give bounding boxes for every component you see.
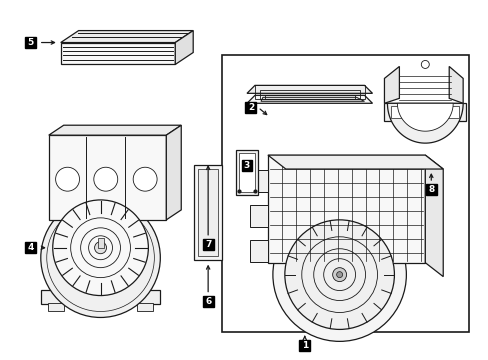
Circle shape	[133, 167, 157, 191]
Bar	[41, 289, 160, 303]
Text: 7: 7	[204, 240, 211, 249]
Polygon shape	[166, 125, 181, 220]
Bar	[260, 90, 359, 99]
Circle shape	[94, 242, 106, 254]
Text: 3: 3	[244, 161, 249, 170]
Circle shape	[53, 200, 148, 296]
Polygon shape	[267, 155, 442, 169]
Bar	[264, 95, 354, 99]
Bar	[299, 340, 309, 351]
Bar	[78, 302, 93, 311]
Circle shape	[421, 60, 428, 68]
Circle shape	[41, 198, 160, 318]
Bar	[254, 85, 364, 99]
Polygon shape	[246, 95, 372, 103]
Text: 5: 5	[28, 38, 34, 47]
Polygon shape	[448, 67, 462, 103]
Bar	[249, 170, 267, 192]
Polygon shape	[397, 103, 452, 131]
Bar	[267, 155, 425, 263]
Bar	[236, 150, 258, 195]
Text: 4: 4	[28, 243, 34, 252]
Bar	[425, 184, 436, 195]
Circle shape	[272, 208, 406, 341]
Bar	[194, 165, 222, 260]
Bar	[241, 159, 252, 171]
Text: 2: 2	[247, 103, 254, 112]
Bar	[384, 103, 465, 121]
Polygon shape	[246, 85, 372, 93]
Polygon shape	[261, 97, 364, 101]
Bar	[61, 42, 175, 64]
Bar	[245, 102, 256, 113]
Bar	[202, 296, 213, 307]
Bar	[137, 302, 153, 311]
Bar	[198, 169, 218, 256]
Polygon shape	[425, 155, 442, 276]
Bar	[25, 37, 36, 48]
Bar	[202, 239, 213, 250]
Polygon shape	[175, 31, 193, 64]
Bar	[107, 302, 123, 311]
Bar	[249, 240, 267, 262]
Polygon shape	[49, 125, 181, 135]
Bar	[98, 238, 103, 248]
Text: 1: 1	[301, 341, 307, 350]
Circle shape	[332, 268, 346, 282]
Circle shape	[336, 272, 342, 278]
Bar	[48, 302, 63, 311]
Text: 6: 6	[204, 297, 211, 306]
Bar	[25, 242, 36, 253]
Circle shape	[285, 220, 394, 329]
Polygon shape	[386, 103, 462, 143]
Bar	[249, 205, 267, 227]
Bar	[222, 55, 468, 332]
Polygon shape	[61, 31, 193, 42]
Bar	[390, 106, 458, 118]
Circle shape	[94, 167, 118, 191]
Polygon shape	[384, 67, 399, 103]
Circle shape	[56, 167, 80, 191]
Bar	[49, 135, 166, 220]
Bar	[239, 153, 254, 192]
Text: 8: 8	[427, 185, 433, 194]
